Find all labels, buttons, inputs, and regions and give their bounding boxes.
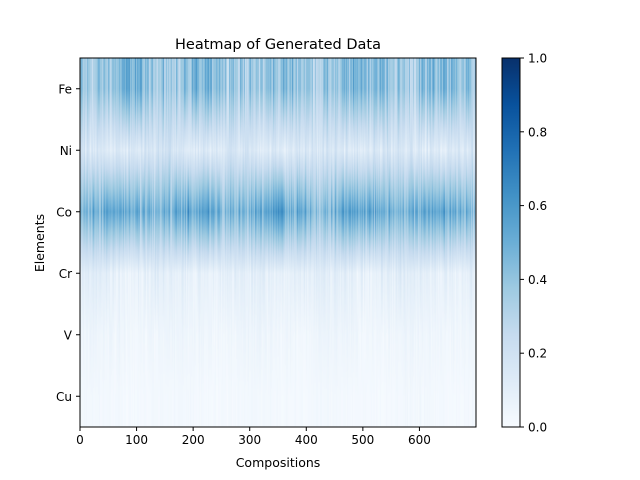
x-tick-label: 200	[182, 433, 205, 447]
y-tick-label-v: V	[64, 328, 73, 342]
colorbar	[501, 57, 521, 428]
chart-title: Heatmap of Generated Data	[175, 37, 381, 53]
colorbar-tick-label: 1.0	[528, 52, 547, 66]
y-tick-label-ni: Ni	[60, 144, 72, 158]
y-tick-label-fe: Fe	[58, 82, 72, 96]
heatmap-cells	[80, 58, 476, 427]
plot-frame	[79, 57, 477, 428]
y-tick-label-co: Co	[56, 205, 72, 219]
y-tick-label-cr: Cr	[59, 267, 72, 281]
x-tick-label: 0	[76, 433, 84, 447]
x-tick-label: 600	[408, 433, 431, 447]
x-tick-label: 400	[295, 433, 318, 447]
y-tick-label-cu: Cu	[56, 390, 72, 404]
x-tick-label: 300	[238, 433, 261, 447]
colorbar-ticks: 0.0 0.2 0.4 0.6 0.8 1.0	[520, 52, 547, 435]
x-axis-label: Compositions	[236, 455, 321, 470]
x-axis-ticks: 0 100 200 300 400 500 600	[76, 427, 431, 447]
x-tick-label: 100	[125, 433, 148, 447]
colorbar-tick-label: 0.2	[528, 347, 547, 361]
colorbar-tick-label: 0.8	[528, 125, 547, 139]
y-axis-ticks: Fe Ni Co Cr V Cu	[56, 82, 80, 404]
colorbar-tick-label: 0.6	[528, 199, 547, 213]
x-tick-label: 500	[351, 433, 374, 447]
colorbar-tick-label: 0.0	[528, 421, 547, 435]
y-axis-label: Elements	[32, 214, 47, 272]
colorbar-tick-label: 0.4	[528, 273, 547, 287]
